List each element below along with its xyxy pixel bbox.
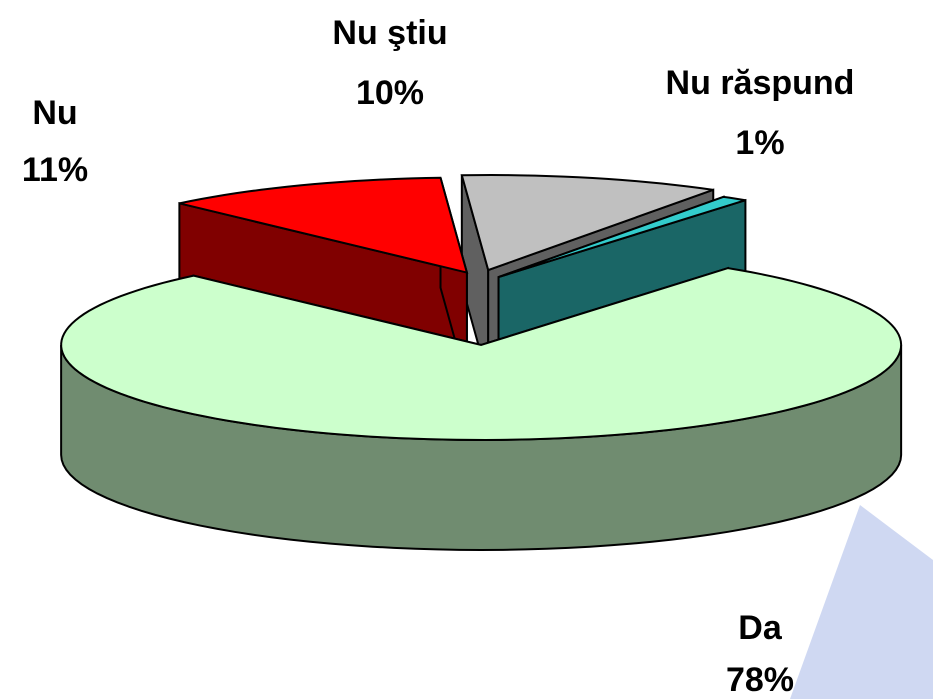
labels: Da 78% Nu 11% Nu ştiu 10% Nu răspund 1% <box>22 14 855 699</box>
slice <box>179 176 469 274</box>
category-label: Nu răspund <box>666 64 855 102</box>
category-label: Nu <box>32 94 77 132</box>
category-label: Nu ştiu <box>332 14 447 52</box>
value-label: 11% <box>22 151 88 189</box>
background-shape <box>790 505 933 699</box>
slice <box>460 174 714 272</box>
slice <box>498 195 746 279</box>
slice <box>60 267 903 441</box>
value-label: 10% <box>356 74 424 112</box>
pie <box>60 174 903 551</box>
value-label: 1% <box>735 124 784 162</box>
category-label: Da <box>738 609 783 647</box>
value-label: 78% <box>726 661 794 699</box>
